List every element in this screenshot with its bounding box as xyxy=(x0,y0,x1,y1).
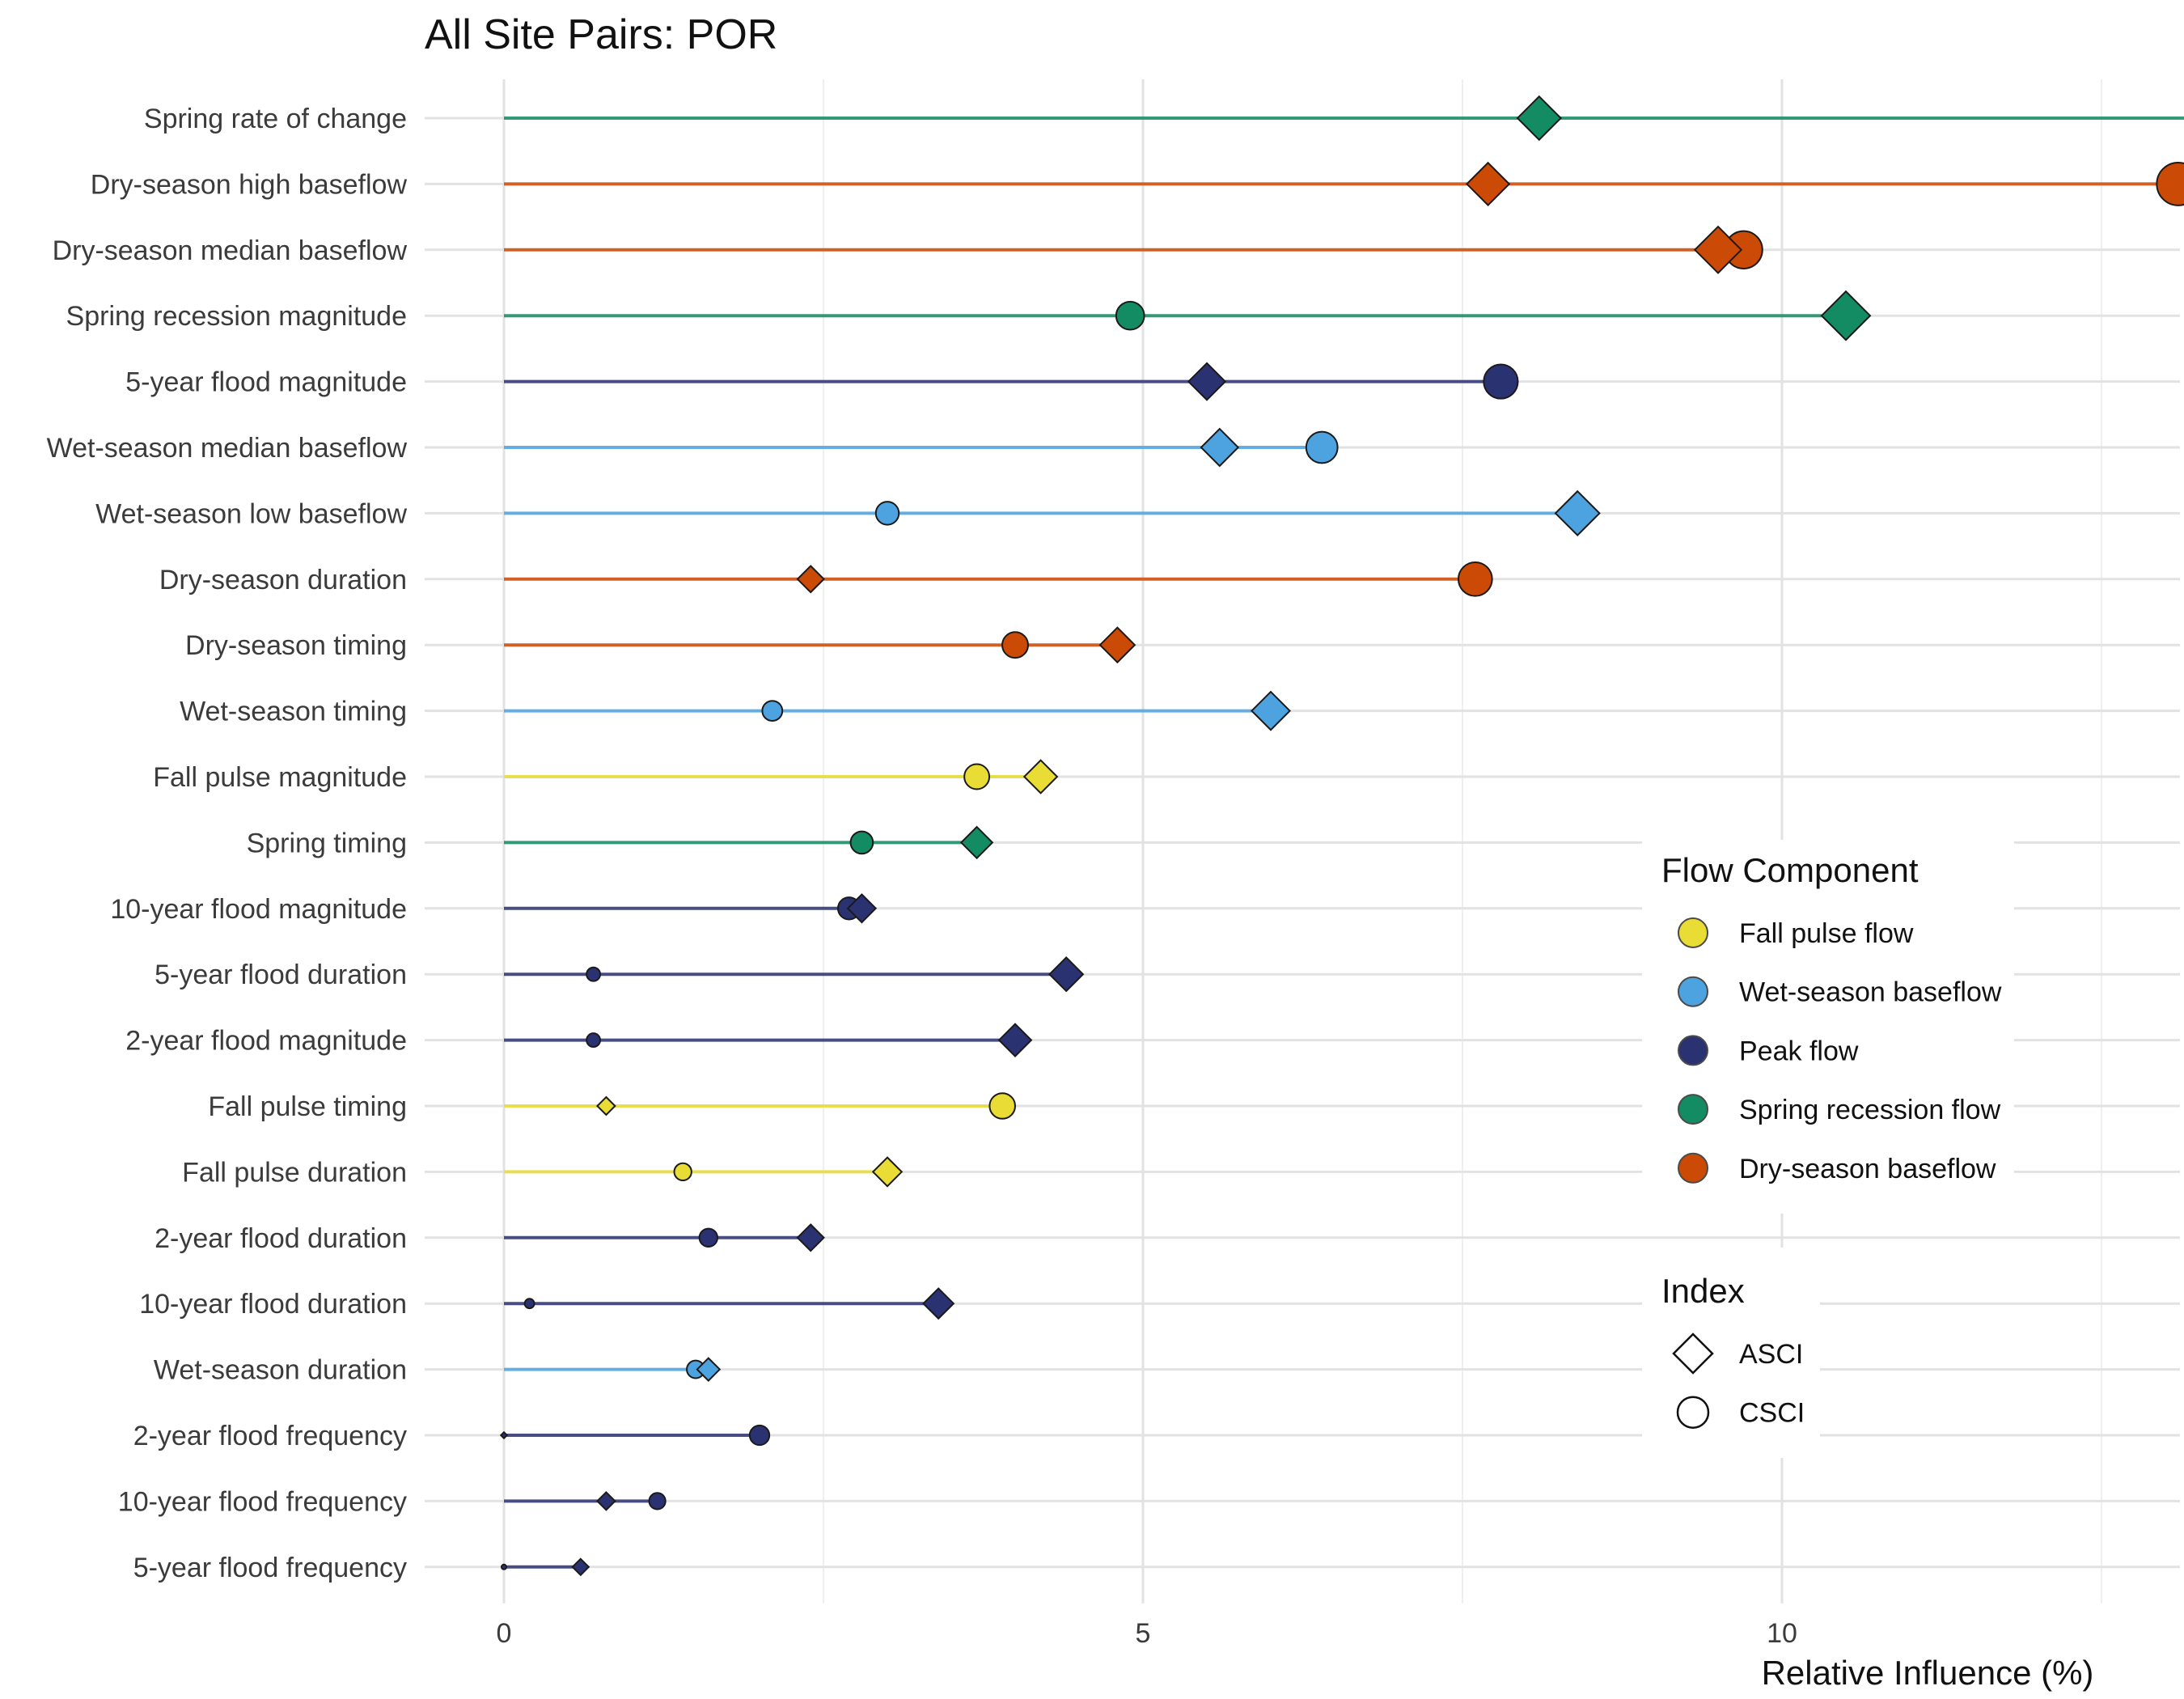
y-tick-label: 10-year flood duration xyxy=(139,1289,407,1320)
y-tick-label: 5-year flood frequency xyxy=(133,1553,407,1583)
legend-label: ASCI xyxy=(1739,1339,1803,1370)
asci-point xyxy=(696,1357,722,1383)
csci-point xyxy=(963,763,991,790)
asci-point xyxy=(1098,626,1136,664)
csci-point xyxy=(698,1227,718,1248)
legend-title-flow: Flow Component xyxy=(1661,851,1919,889)
legend-swatch xyxy=(1678,1035,1708,1066)
csci-point xyxy=(523,1298,535,1310)
legend-diamond-icon xyxy=(1672,1333,1714,1375)
csci-point xyxy=(2156,161,2184,206)
asci-point xyxy=(1251,690,1291,731)
csci-point xyxy=(586,966,602,982)
asci-point xyxy=(571,1557,590,1577)
legend-swatch xyxy=(1678,917,1708,948)
x-tick-label: 5 xyxy=(1136,1618,1151,1649)
legend-swatch xyxy=(1678,976,1708,1007)
asci-point xyxy=(499,1430,509,1440)
asci-point xyxy=(846,893,878,924)
csci-point xyxy=(849,830,874,855)
y-tick-label: 5-year flood duration xyxy=(154,960,407,990)
legend: Flow Component Fall pulse flow Wet-season … xyxy=(1642,840,2014,1458)
y-axis-labels: Spring rate of change Dry-season high bas… xyxy=(47,104,408,1583)
csci-point xyxy=(648,1492,667,1510)
y-tick-label: Dry-season duration xyxy=(159,565,407,595)
asci-point xyxy=(595,1490,616,1511)
chart-title: All Site Pairs: POR xyxy=(425,11,777,58)
asci-point xyxy=(1048,956,1085,993)
asci-point xyxy=(922,1287,955,1320)
y-tick-label: Wet-season low baseflow xyxy=(95,498,407,529)
asci-point xyxy=(871,1156,904,1188)
y-tick-label: Fall pulse timing xyxy=(208,1091,407,1122)
y-tick-label: 2-year flood duration xyxy=(154,1223,407,1254)
y-tick-label: Spring recession magnitude xyxy=(66,301,407,332)
csci-point xyxy=(1115,300,1145,331)
csci-point xyxy=(1305,430,1339,464)
y-tick-label: Spring rate of change xyxy=(144,104,407,134)
asci-point xyxy=(997,1023,1033,1057)
legend-box-index xyxy=(1642,1248,1820,1458)
legend-circle-icon xyxy=(1676,1396,1710,1429)
x-axis-label: Relative Influence (%) xyxy=(1762,1654,2094,1692)
y-tick-label: 2-year flood frequency xyxy=(133,1421,407,1451)
y-tick-label: Fall pulse magnitude xyxy=(153,762,407,793)
y-tick-label: Fall pulse duration xyxy=(182,1157,407,1188)
legend-label: Dry-season baseflow xyxy=(1739,1154,1996,1184)
legend-label: Fall pulse flow xyxy=(1739,918,1914,949)
csci-point xyxy=(761,700,784,722)
x-tick-label: 10 xyxy=(1767,1618,1797,1649)
y-tick-label: Wet-season duration xyxy=(154,1355,407,1386)
legend-box-flow xyxy=(1642,840,2014,1214)
legend-swatch xyxy=(1678,1152,1708,1184)
csci-point xyxy=(988,1092,1016,1120)
y-tick-label: 2-year flood magnitude xyxy=(125,1026,407,1057)
data-marks xyxy=(499,95,2184,1577)
asci-point xyxy=(1187,362,1227,401)
asci-point xyxy=(796,1223,825,1252)
legend-label: Wet-season baseflow xyxy=(1739,977,2002,1008)
y-tick-label: Dry-season median baseflow xyxy=(53,235,408,266)
legend-label: Peak flow xyxy=(1739,1036,1859,1066)
asci-point xyxy=(1820,290,1872,341)
csci-point xyxy=(501,1563,507,1570)
y-tick-label: 10-year flood magnitude xyxy=(110,894,407,925)
asci-point xyxy=(1554,489,1601,537)
y-tick-label: 5-year flood magnitude xyxy=(125,367,407,398)
legend-label: Spring recession flow xyxy=(1739,1095,2001,1125)
y-tick-label: Wet-season timing xyxy=(180,697,407,727)
csci-point xyxy=(874,501,900,526)
asci-point xyxy=(796,565,825,594)
y-tick-label: Dry-season timing xyxy=(185,630,407,661)
csci-point xyxy=(1457,561,1493,597)
asci-point xyxy=(1693,225,1743,274)
legend-swatch xyxy=(1678,1094,1708,1125)
legend-title-index: Index xyxy=(1661,1272,1745,1310)
csci-point xyxy=(748,1424,771,1447)
csci-point xyxy=(673,1162,692,1182)
x-tick-label: 0 xyxy=(497,1618,512,1649)
csci-point xyxy=(586,1032,602,1049)
x-axis-ticks: 0510152025 xyxy=(497,1618,1797,1649)
csci-point xyxy=(1483,363,1519,400)
y-tick-label: Spring timing xyxy=(247,828,407,858)
asci-point xyxy=(1022,759,1059,794)
csci-point xyxy=(1001,631,1029,659)
asci-point xyxy=(1465,161,1511,207)
legend-label: CSCI xyxy=(1739,1398,1805,1429)
asci-point xyxy=(595,1095,616,1116)
asci-point xyxy=(1200,427,1240,468)
asci-point xyxy=(959,825,994,860)
y-tick-label: 10-year flood frequency xyxy=(118,1486,407,1517)
asci-point xyxy=(1516,95,1562,142)
y-tick-label: Dry-season high baseflow xyxy=(91,169,408,200)
y-tick-label: Wet-season median baseflow xyxy=(47,433,408,464)
